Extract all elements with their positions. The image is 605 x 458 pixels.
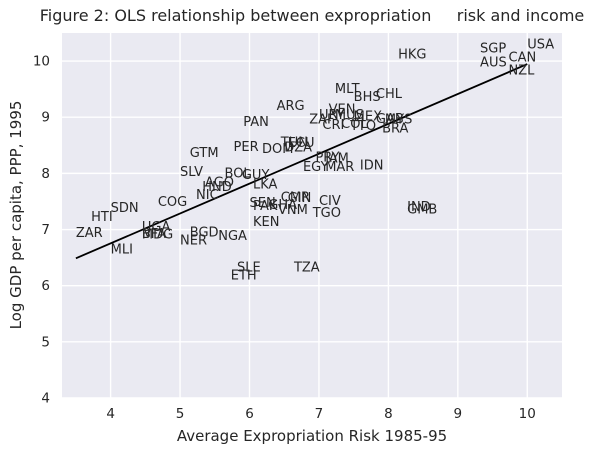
country-label: SGP: [480, 42, 506, 57]
country-label: MLT: [335, 82, 360, 97]
country-label: VEN: [329, 102, 356, 117]
country-label: DZA: [284, 140, 312, 155]
country-label: ARG: [277, 99, 305, 114]
country-label: TTO: [349, 119, 376, 134]
country-label: CAN: [509, 51, 537, 66]
country-label: SLE: [237, 261, 261, 276]
country-label: MLI: [111, 243, 133, 258]
country-label: GUY: [242, 168, 270, 183]
x-tick-label: 7: [315, 406, 324, 422]
country-label: CMR: [281, 190, 310, 205]
country-label: URY: [319, 108, 345, 123]
country-label: ECU: [288, 136, 315, 151]
y-tick-label: 6: [41, 278, 50, 294]
country-label: TUN: [280, 135, 308, 150]
country-label: KEN: [253, 215, 279, 230]
country-label: JAM: [324, 152, 349, 167]
country-label: IND: [407, 200, 431, 215]
country-label: PER: [234, 140, 259, 155]
country-label: TZA: [293, 261, 320, 276]
country-label: CRI: [322, 118, 344, 133]
country-label: NZL: [509, 64, 536, 79]
chart-title: Figure 2: OLS relationship between expro…: [39, 6, 585, 25]
country-label: ZAF: [309, 112, 334, 127]
x-tick-label: 6: [245, 406, 254, 422]
country-label: SDN: [111, 201, 139, 216]
country-label: HND: [202, 180, 232, 195]
country-label: ETH: [231, 269, 257, 284]
country-label: TGO: [312, 206, 341, 221]
country-label: GTM: [190, 146, 219, 161]
y-tick-label: 5: [41, 334, 50, 350]
country-label: AUS: [480, 56, 507, 71]
country-label: ZAR: [76, 226, 103, 241]
country-label: HKG: [398, 47, 426, 62]
country-label: NIC: [196, 188, 219, 203]
country-label: MYS: [385, 112, 412, 127]
country-label: NER: [180, 234, 207, 249]
country-label: PAK: [253, 199, 278, 214]
country-label: MUS: [335, 108, 364, 123]
country-label: USA: [527, 38, 554, 53]
country-label: UGA: [142, 220, 171, 235]
y-tick-label: 10: [33, 54, 50, 70]
x-tick-label: 5: [176, 406, 185, 422]
country-label: BOL: [225, 166, 252, 181]
y-tick-label: 4: [41, 391, 50, 407]
country-label: MDG: [142, 228, 173, 243]
country-label: SEN: [250, 196, 276, 211]
country-label: BFA: [142, 227, 166, 242]
y-tick-label: 7: [41, 222, 50, 238]
y-tick-label: 9: [41, 110, 50, 126]
country-label: HTI: [91, 210, 113, 225]
country-label: LKA: [253, 178, 278, 193]
country-label: COG: [158, 195, 187, 210]
country-label: CHL: [376, 87, 403, 102]
country-label: BHS: [354, 90, 381, 105]
country-label: CIV: [319, 194, 341, 209]
country-label: PAN: [243, 115, 269, 130]
country-label: GAB: [376, 112, 404, 127]
country-label: MEX: [354, 110, 382, 125]
country-label: MAR: [325, 160, 354, 175]
x-tick-label: 9: [454, 406, 463, 422]
x-tick-label: 10: [519, 406, 536, 422]
country-label: BGD: [190, 225, 219, 240]
country-label: SLV: [180, 165, 203, 180]
country-label: GHA: [268, 198, 297, 213]
plot-background: [62, 33, 562, 398]
country-label: PRY: [315, 151, 339, 166]
country-label: GIN: [288, 191, 312, 206]
country-label: GMB: [407, 202, 437, 217]
country-label: COL: [341, 117, 368, 132]
country-label: DOM: [262, 142, 293, 157]
x-tick-label: 4: [106, 406, 115, 422]
x-axis-label: Average Expropriation Risk 1985-95: [176, 427, 448, 445]
country-label: NGA: [218, 229, 247, 244]
ols-trend-line: [75, 63, 528, 260]
country-label: BRA: [382, 121, 408, 136]
y-tick-label: 8: [41, 166, 50, 182]
country-label: EGY: [303, 160, 329, 175]
country-label: VNM: [278, 203, 308, 218]
country-label: IDN: [360, 158, 384, 173]
country-label: AGO: [205, 175, 234, 190]
x-tick-label: 8: [384, 406, 393, 422]
